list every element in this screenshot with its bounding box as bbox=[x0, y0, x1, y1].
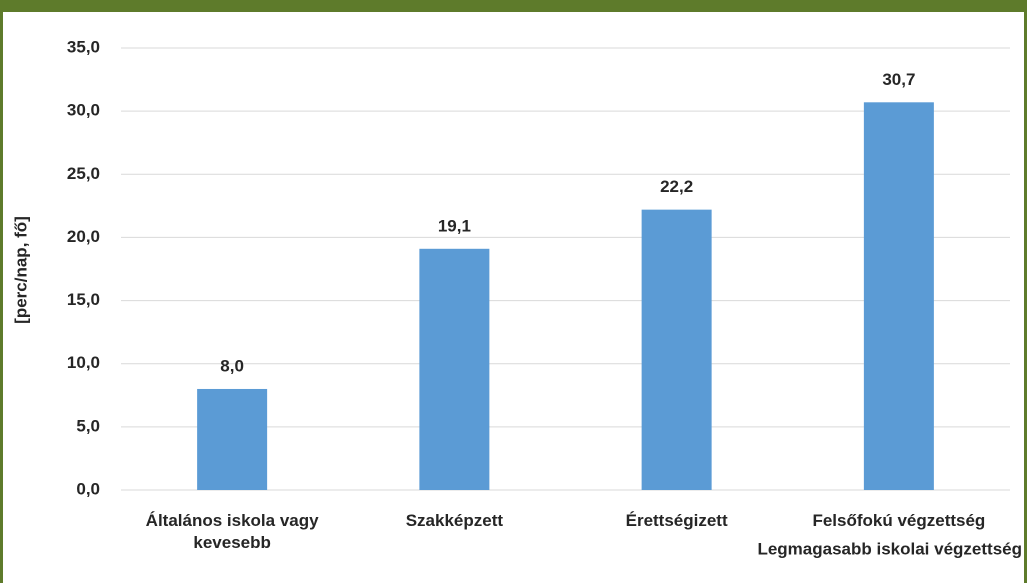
y-axis-title: [perc/nap, fő] bbox=[11, 216, 30, 324]
data-label: 30,7 bbox=[882, 70, 915, 89]
data-label: 22,2 bbox=[660, 177, 693, 196]
x-tick-label: Érettségizett bbox=[625, 511, 728, 530]
y-tick-label: 10,0 bbox=[67, 353, 100, 372]
top-band bbox=[0, 0, 1027, 12]
data-label: 8,0 bbox=[220, 356, 244, 375]
x-axis-title: Legmagasabb iskolai végzettség bbox=[757, 539, 1022, 558]
y-tick-label: 20,0 bbox=[67, 227, 100, 246]
y-tick-label: 0,0 bbox=[76, 479, 100, 498]
y-tick-label: 5,0 bbox=[76, 416, 100, 435]
bar bbox=[641, 209, 712, 490]
x-tick-label: Általános iskola vagy kevesebb bbox=[145, 511, 319, 552]
data-label: 19,1 bbox=[438, 216, 471, 235]
bar bbox=[863, 102, 934, 490]
right-border bbox=[1024, 0, 1027, 583]
left-border bbox=[0, 0, 3, 583]
x-tick-label: Szakképzett bbox=[405, 511, 504, 530]
bar bbox=[419, 248, 490, 490]
y-tick-label: 25,0 bbox=[67, 164, 100, 183]
y-tick-label: 30,0 bbox=[67, 101, 100, 120]
y-tick-label: 15,0 bbox=[67, 290, 100, 309]
x-tick-label: Felsőfokú végzettség bbox=[812, 511, 986, 530]
bar bbox=[197, 388, 268, 490]
y-tick-label: 35,0 bbox=[67, 37, 100, 56]
